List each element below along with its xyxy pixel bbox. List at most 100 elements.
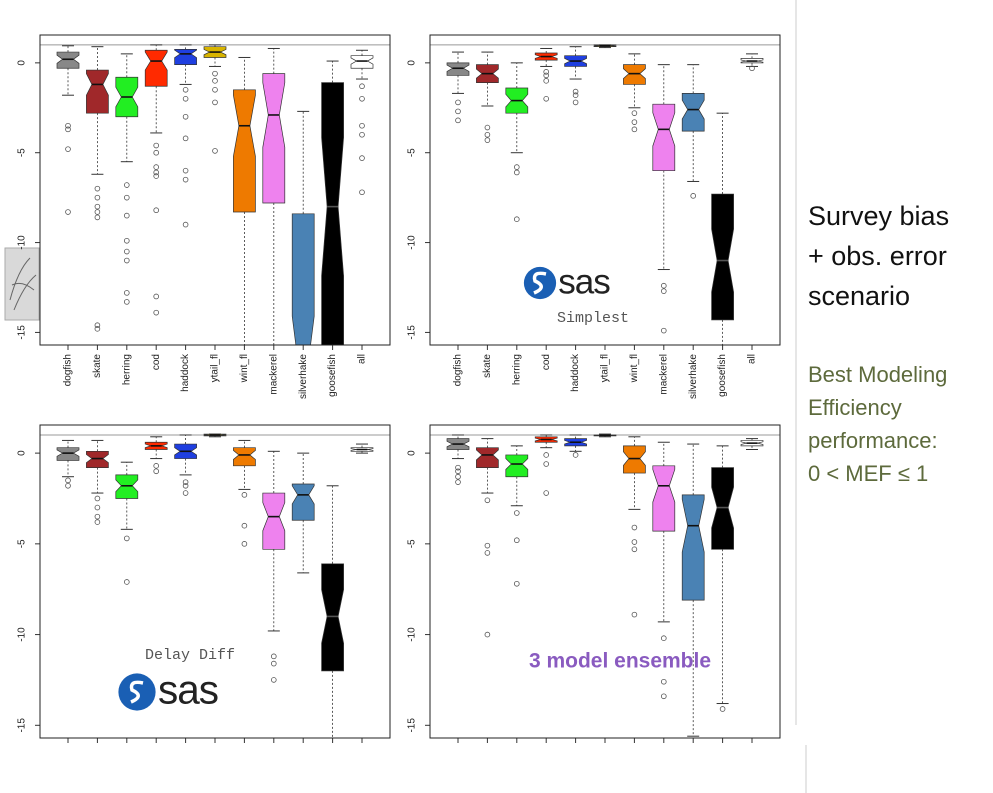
y-tick-label: 0 [407,60,418,66]
outlier [543,69,549,75]
box [291,483,315,521]
outlier [572,452,579,458]
outlier [749,65,755,72]
outlier [631,126,638,133]
box [262,73,286,204]
outlier [124,248,130,255]
outlier [153,173,160,179]
x-tick-label: wint_fl [629,354,640,383]
outlier [241,522,248,529]
y-tick-label: -15 [17,325,28,340]
outlier [124,299,130,305]
side-text: performance: [808,428,938,453]
outlier [124,579,130,585]
outlier [572,88,579,95]
x-tick-label: cod [541,354,552,370]
box [476,447,499,468]
outlier [543,461,549,467]
outlier [153,293,160,300]
outlier [359,131,365,138]
panel-frame [39,34,391,346]
outlier [513,216,520,223]
outlier [359,122,365,129]
y-tick-label: -10 [407,627,418,642]
outlier [359,83,365,90]
box [233,447,256,467]
panel-frame [429,424,781,739]
x-tick-label: dogfish [63,354,74,386]
outlier [660,288,667,294]
logo-mark [532,271,547,295]
x-tick-label: dogfish [453,354,464,386]
outlier [153,309,160,316]
box [86,69,109,114]
outlier [182,135,189,142]
outlier [543,78,549,84]
x-tick-label: mackerel [268,354,279,395]
box [711,467,734,550]
x-tick-label: ytail_fl [210,354,221,382]
outlier [455,99,461,106]
outlier [124,237,130,244]
y-tick-label: 0 [17,60,28,66]
plot-area [56,433,374,738]
outlier [182,87,189,93]
plot-area [446,433,764,737]
outlier [124,212,130,219]
x-tick-label: herring [121,354,132,385]
box [711,193,734,321]
outlier [94,185,101,192]
outlier [660,327,667,334]
outlier [182,490,189,496]
outlier [690,193,696,199]
side-text: + obs. error [808,241,947,271]
outlier [484,131,491,138]
y-tick-label: -10 [17,235,28,250]
outlier [153,142,160,149]
outlier [212,148,218,154]
outlier [153,468,160,475]
box [233,89,256,213]
box [681,494,705,601]
y-tick-label: -10 [407,235,418,250]
outlier [660,678,667,685]
outlier [65,122,71,129]
outlier [124,194,130,201]
outlier [65,209,71,215]
panel-label: 3 model ensemble [529,650,711,673]
thumbnail-sketch [9,257,37,311]
logo-text: sas [558,262,610,301]
y-tick-label: 0 [17,450,28,456]
y-tick-label: -5 [17,539,28,548]
outlier [94,504,101,511]
box [681,93,705,132]
x-tick-label: all [747,354,758,364]
y-tick-label: -15 [407,325,418,340]
outlier [212,70,218,77]
outlier [241,492,248,498]
x-tick-label: herring [511,354,522,385]
outlier [182,221,189,228]
outlier [94,495,101,502]
y-tick-label: -15 [407,718,418,733]
outlier [572,92,579,99]
outlier [182,482,189,489]
side-text: Survey bias [808,201,949,231]
box [144,49,168,87]
outlier [65,482,71,489]
outlier [182,167,189,174]
outlier [513,580,520,587]
outlier [455,464,461,471]
outlier [660,693,667,700]
outlier [359,189,365,196]
outlier [124,257,130,264]
outlier [631,119,638,125]
box [262,492,286,550]
outlier [212,87,218,93]
outlier [124,290,130,296]
side-text: scenario [808,281,910,311]
outlier [359,155,365,161]
outlier [572,99,579,106]
